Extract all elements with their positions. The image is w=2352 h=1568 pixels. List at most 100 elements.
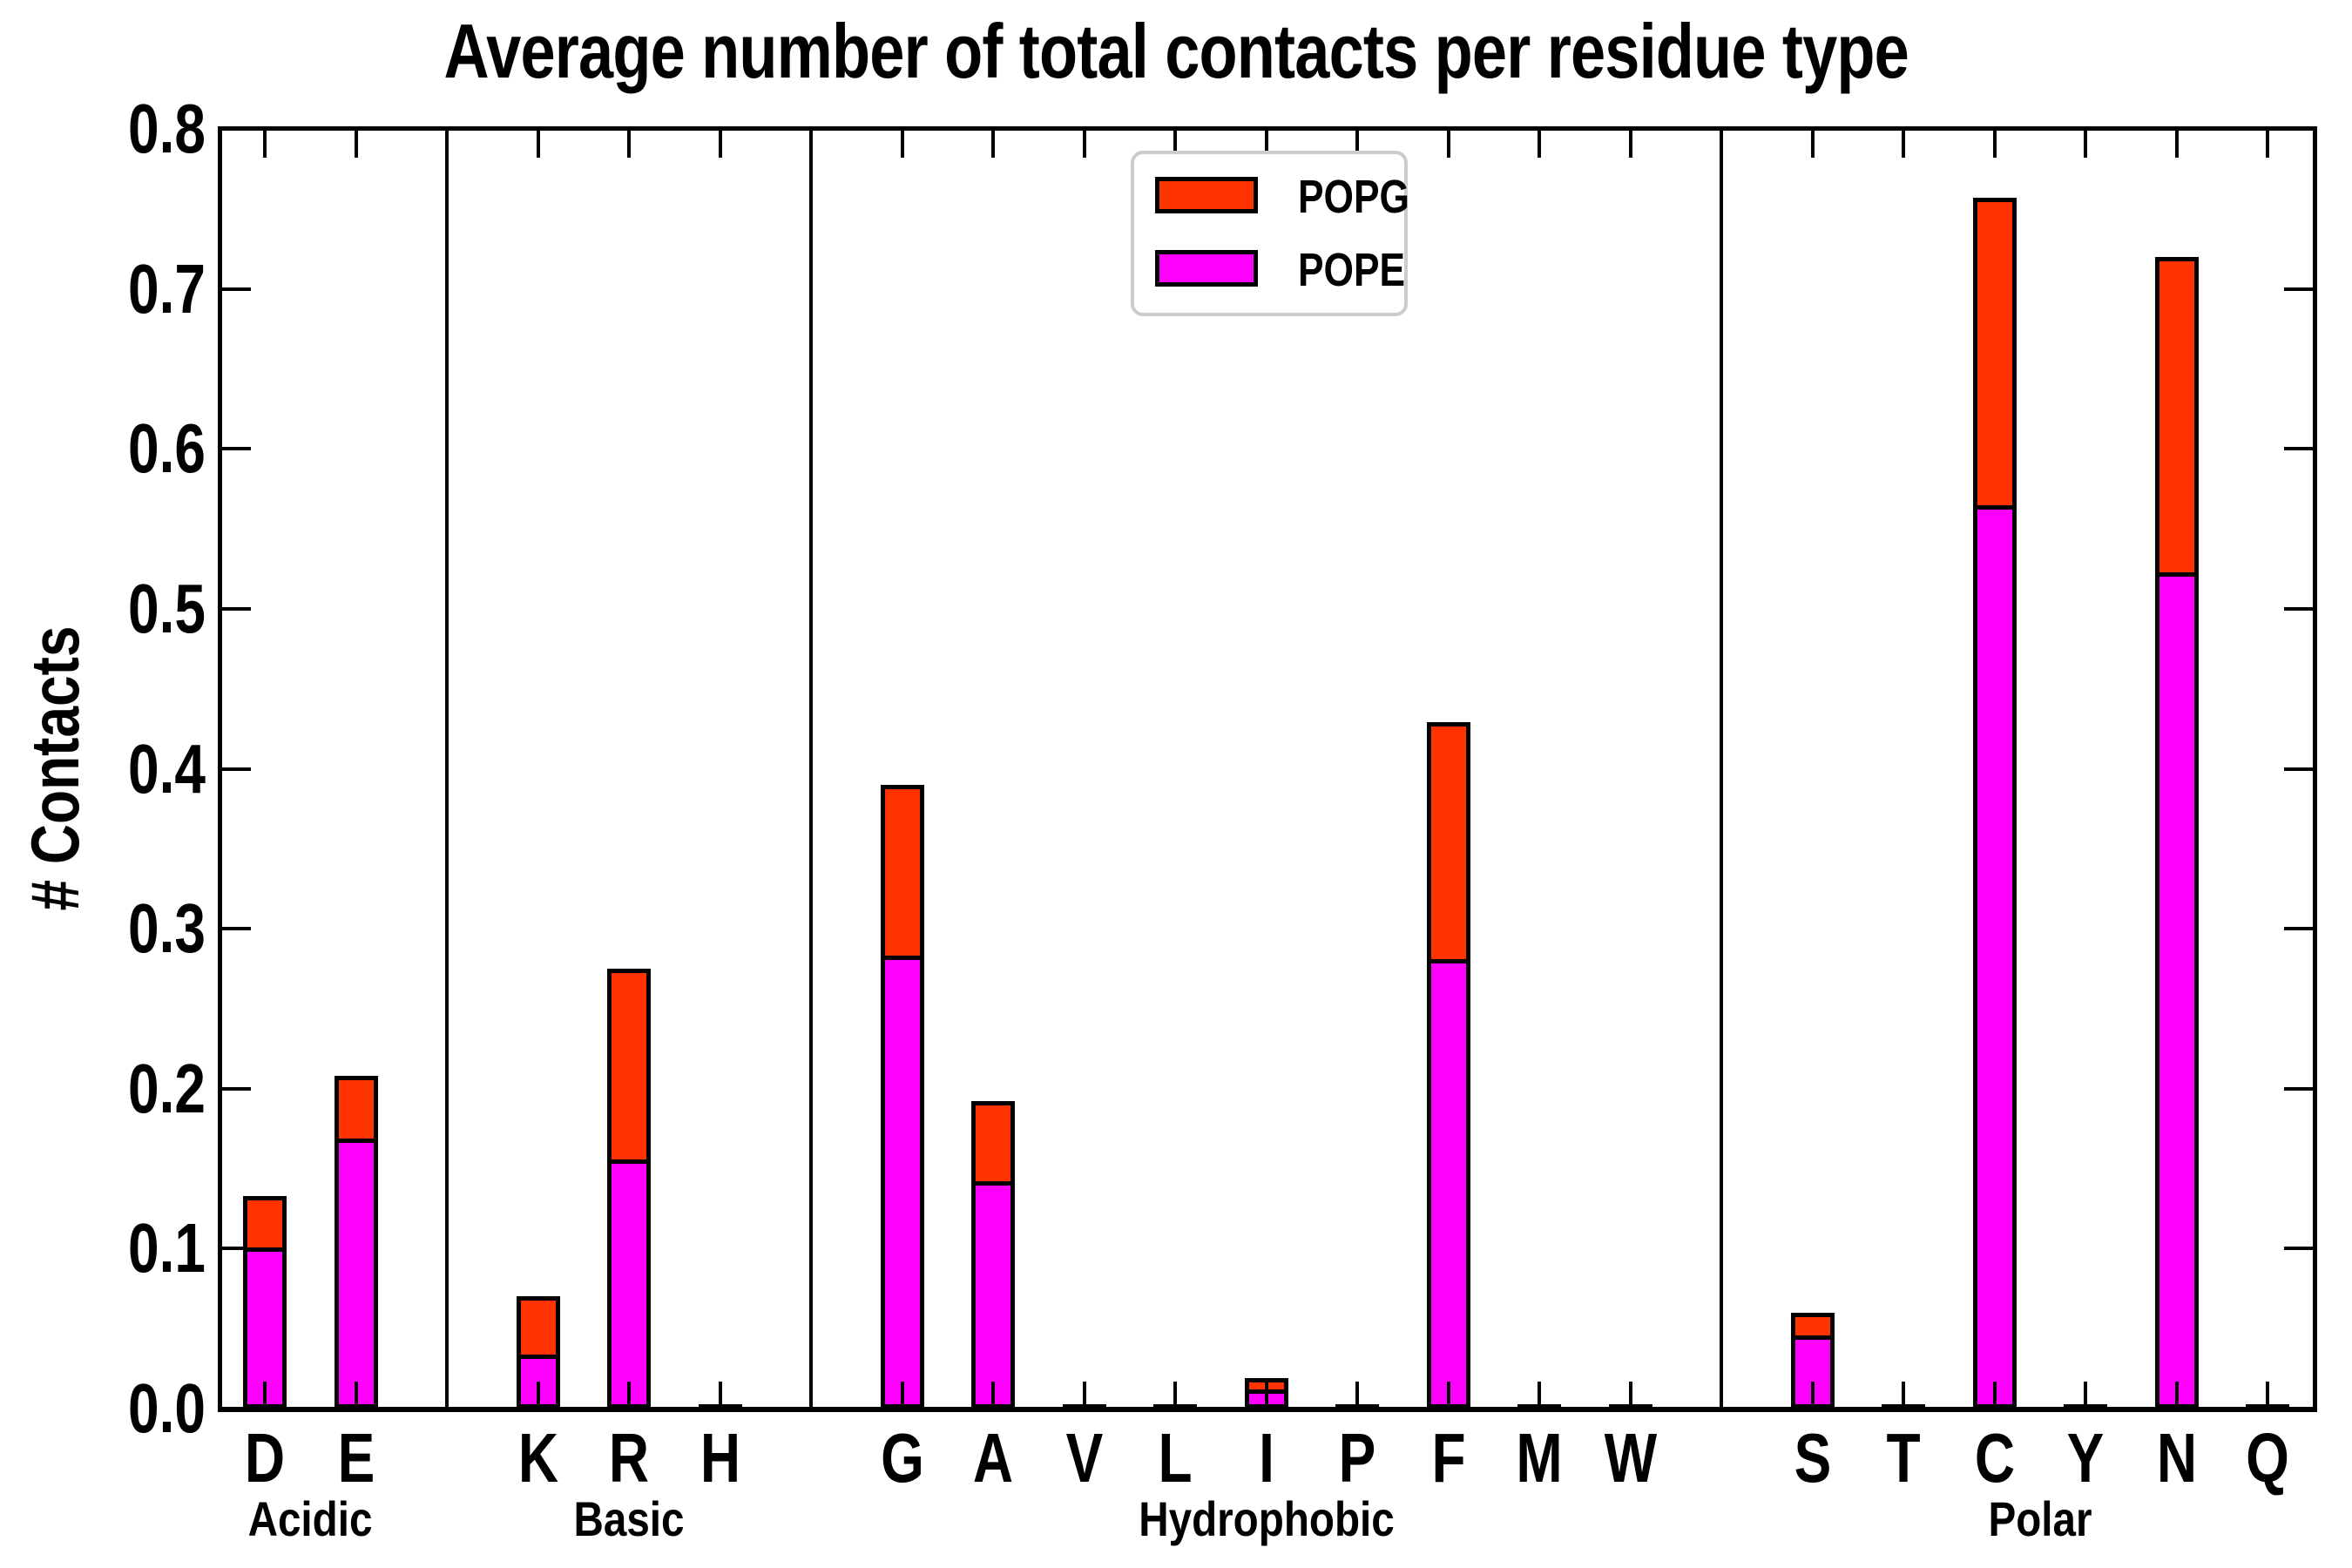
y-tick-left	[222, 927, 251, 931]
x-tick-bottom-G	[900, 1382, 904, 1409]
x-tick-bottom-P	[1355, 1382, 1359, 1409]
residue-label-C: C	[1974, 1419, 2015, 1497]
x-tick-top-Q	[2266, 131, 2269, 158]
bar-G-pope	[880, 956, 924, 1409]
x-tick-bottom-Y	[2084, 1382, 2087, 1409]
residue-label-I: I	[1258, 1419, 1274, 1497]
x-tick-top-E	[354, 131, 358, 158]
y-tick-label-0.4: 0.4	[128, 729, 206, 808]
bar-R-popg	[607, 969, 651, 1159]
x-tick-top-D	[263, 131, 267, 158]
group-separator-line	[1720, 131, 1723, 1409]
y-tick-label-0.0: 0.0	[128, 1369, 206, 1447]
group-label-polar: Polar	[1988, 1491, 2092, 1546]
y-tick-right	[2284, 447, 2313, 451]
x-tick-bottom-A	[991, 1382, 995, 1409]
x-tick-bottom-Q	[2266, 1382, 2269, 1409]
residue-label-L: L	[1158, 1419, 1193, 1497]
x-tick-bottom-N	[2174, 1382, 2179, 1409]
bar-G-popg	[880, 784, 924, 956]
group-separator-line	[809, 131, 813, 1409]
bar-K-popg	[516, 1296, 560, 1355]
y-tick-label-0.7: 0.7	[128, 249, 206, 328]
x-tick-bottom-H	[718, 1382, 722, 1409]
y-tick-right	[2284, 767, 2313, 771]
legend: POPG POPE	[1131, 151, 1409, 316]
bar-R-pope	[607, 1159, 651, 1409]
legend-label-pope: POPE	[1298, 244, 1406, 296]
legend-swatch-popg	[1155, 177, 1258, 213]
residue-label-K: K	[517, 1419, 558, 1497]
x-tick-top-R	[627, 131, 631, 158]
y-tick-label-0.3: 0.3	[128, 889, 206, 968]
legend-row-pope: POPE	[1134, 238, 1406, 302]
y-tick-right	[2284, 287, 2313, 291]
x-tick-bottom-W	[1628, 1382, 1632, 1409]
x-tick-top-F	[1446, 131, 1450, 158]
bar-D-popg	[243, 1195, 287, 1247]
residue-label-M: M	[1516, 1419, 1563, 1497]
axis-spine-bottom	[218, 1407, 2317, 1412]
x-tick-top-S	[1810, 131, 1815, 158]
residue-label-A: A	[972, 1419, 1014, 1497]
residue-label-V: V	[1065, 1419, 1103, 1497]
x-tick-bottom-R	[627, 1382, 631, 1409]
axis-spine-top	[218, 126, 2317, 131]
y-tick-left	[222, 127, 251, 131]
legend-swatch-pope	[1155, 250, 1258, 287]
axis-spine-right	[2313, 126, 2317, 1412]
chart-title: Average number of total contacts per res…	[0, 7, 2352, 96]
x-tick-bottom-C	[1992, 1382, 1997, 1409]
y-tick-left	[222, 1086, 251, 1091]
x-tick-top-T	[1902, 131, 1905, 158]
x-tick-bottom-F	[1446, 1382, 1450, 1409]
bar-A-pope	[971, 1181, 1015, 1409]
bar-E-pope	[334, 1138, 378, 1409]
x-tick-bottom-E	[354, 1382, 358, 1409]
y-tick-label-0.2: 0.2	[128, 1049, 206, 1127]
x-tick-top-G	[900, 131, 904, 158]
y-tick-label-0.6: 0.6	[128, 409, 206, 488]
residue-label-Q: Q	[2246, 1419, 2289, 1497]
residue-label-D: D	[244, 1419, 286, 1497]
x-tick-top-W	[1628, 131, 1632, 158]
x-tick-bottom-D	[263, 1382, 267, 1409]
y-tick-right	[2284, 127, 2313, 131]
bar-N-popg	[2154, 256, 2199, 572]
x-tick-top-I	[1264, 131, 1268, 158]
x-tick-bottom-K	[536, 1382, 540, 1409]
bar-F-popg	[1426, 722, 1470, 959]
residue-label-N: N	[2156, 1419, 2197, 1497]
y-tick-right	[2284, 606, 2313, 611]
residue-label-E: E	[337, 1419, 375, 1497]
bar-A-popg	[971, 1101, 1015, 1182]
x-tick-bottom-V	[1082, 1382, 1086, 1409]
y-tick-left	[222, 606, 251, 611]
legend-row-popg: POPG	[1134, 165, 1409, 229]
x-tick-top-H	[718, 131, 722, 158]
y-tick-left	[222, 447, 251, 451]
x-tick-top-P	[1355, 131, 1359, 158]
legend-label-popg: POPG	[1298, 171, 1409, 223]
residue-label-F: F	[1430, 1419, 1466, 1497]
residue-label-G: G	[880, 1419, 924, 1497]
x-tick-bottom-I	[1264, 1382, 1268, 1409]
residue-label-Y: Y	[2066, 1419, 2105, 1497]
x-tick-top-C	[1992, 131, 1997, 158]
y-tick-left	[222, 1407, 251, 1410]
residue-label-T: T	[1886, 1419, 1921, 1497]
axis-spine-left	[218, 126, 222, 1412]
chart-title-text: Average number of total contacts per res…	[443, 8, 1909, 94]
residue-label-H: H	[700, 1419, 740, 1497]
x-tick-top-L	[1173, 131, 1177, 158]
residue-label-S: S	[1794, 1419, 1831, 1497]
group-label-hydrophobic: Hydrophobic	[1138, 1491, 1395, 1546]
bar-S-popg	[1790, 1312, 1835, 1335]
bar-C-pope	[1972, 504, 2017, 1409]
residue-label-W: W	[1604, 1419, 1657, 1497]
bar-C-popg	[1972, 197, 2017, 505]
residue-label-R: R	[608, 1419, 650, 1497]
x-tick-bottom-L	[1173, 1382, 1177, 1409]
y-tick-label-0.1: 0.1	[128, 1209, 206, 1288]
group-label-acidic: Acidic	[247, 1491, 373, 1546]
